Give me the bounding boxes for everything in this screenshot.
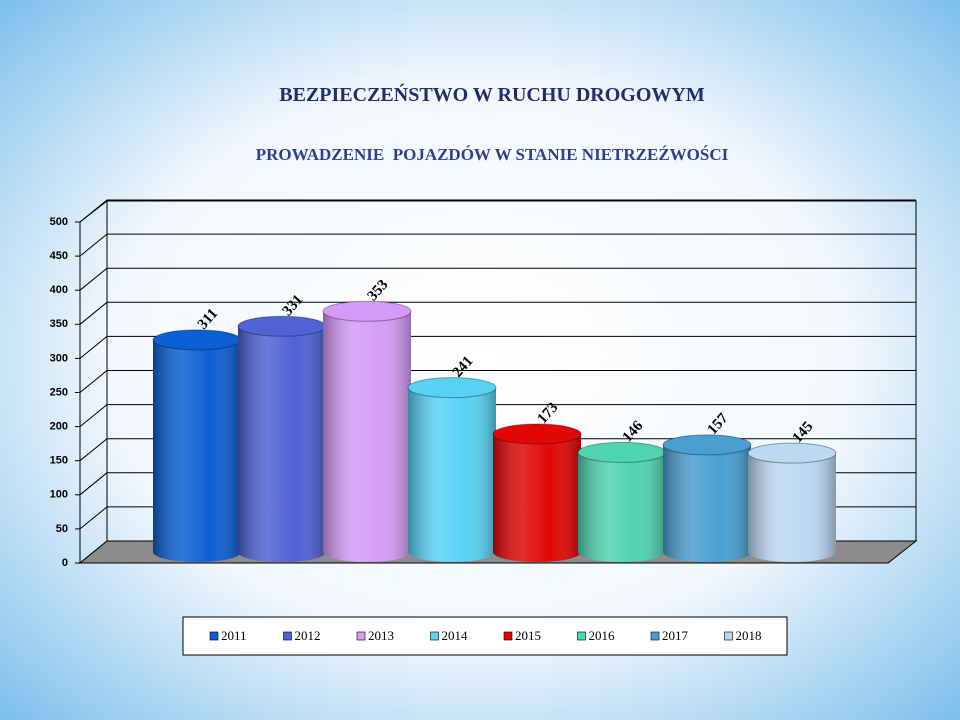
- bar-top: [747, 442, 837, 464]
- grid-line: [79, 233, 916, 257]
- bar-top: [662, 434, 752, 456]
- y-tick-label: 100: [50, 489, 68, 501]
- bar-shade: [238, 326, 326, 562]
- chart-subtitle: PROWADZENIE POJAZDÓW W STANIE NIETRZEŹWO…: [256, 145, 729, 164]
- chart-title: BEZPIECZEŃSTWO W RUCHU DROGOWYM: [279, 83, 705, 106]
- grid-line: [79, 438, 916, 462]
- bar-shade: [493, 434, 581, 562]
- y-tick-label: 150: [50, 455, 68, 467]
- y-tick-label: 200: [50, 421, 68, 433]
- y-tick-label: 0: [62, 557, 68, 569]
- legend-label: 2015: [515, 628, 541, 643]
- legend-swatch: [209, 631, 219, 641]
- legend-label: 2014: [442, 628, 469, 643]
- y-tick-label: 450: [50, 250, 68, 262]
- grid-line: [79, 267, 916, 291]
- legend-swatch: [577, 631, 586, 641]
- grid-line: [79, 370, 916, 393]
- legend: [182, 616, 788, 656]
- legend-label: 2011: [221, 628, 247, 643]
- y-tick-label: 250: [50, 386, 68, 398]
- grid-line: [79, 199, 916, 223]
- legend-label: 2012: [295, 628, 321, 643]
- grid-line: [79, 404, 916, 427]
- legend-swatch: [724, 631, 733, 641]
- bar-top: [492, 423, 582, 445]
- bar-top: [407, 377, 497, 399]
- grid-line: [79, 301, 916, 325]
- legend-label: 2013: [368, 628, 394, 643]
- bar-shade: [153, 339, 241, 562]
- legend-label: 2016: [589, 628, 616, 643]
- legend-swatch: [430, 631, 439, 641]
- bar-shade: [748, 453, 836, 562]
- bar-shade: [663, 444, 751, 562]
- bar-shade: [408, 387, 496, 562]
- bar-top: [237, 315, 327, 337]
- y-tick-label: 300: [50, 352, 68, 364]
- y-tick-label: 500: [50, 216, 68, 228]
- legend-swatch: [356, 631, 366, 641]
- y-tick-label: 350: [50, 318, 68, 330]
- legend-swatch: [650, 631, 660, 641]
- y-tick-label: 400: [50, 284, 68, 296]
- bar-shade: [323, 311, 411, 562]
- legend-label: 2017: [662, 628, 689, 643]
- y-tick-label: 50: [56, 523, 68, 535]
- bar-top: [322, 300, 412, 322]
- legend-label: 2018: [736, 628, 762, 643]
- bar-shade: [578, 452, 666, 562]
- legend-swatch: [503, 631, 513, 641]
- grid-line: [79, 335, 916, 359]
- bar-top: [152, 329, 242, 351]
- legend-swatch: [283, 631, 292, 641]
- bar-top: [577, 441, 667, 463]
